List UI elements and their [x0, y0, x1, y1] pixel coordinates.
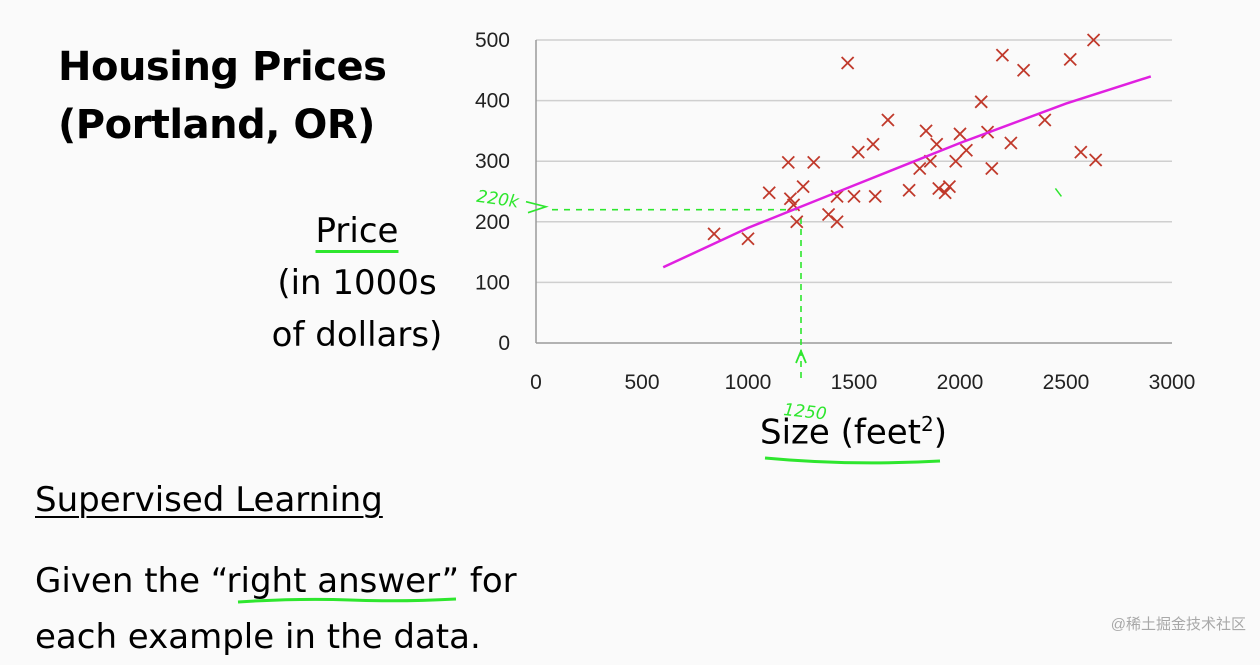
- x-tick-label: 3000: [1149, 371, 1196, 394]
- title-line-1: Housing Prices: [58, 44, 387, 90]
- data-point: [1004, 136, 1018, 150]
- data-point: [938, 186, 952, 200]
- annotation-guides: [525, 188, 1062, 378]
- data-point: [851, 145, 865, 159]
- x-label-underline: [764, 456, 941, 465]
- data-point: [930, 137, 944, 151]
- data-point: [790, 215, 804, 229]
- x-tick-label: 1000: [725, 371, 772, 394]
- data-point: [762, 186, 776, 200]
- right-answer-underline: [237, 597, 457, 604]
- data-point: [953, 127, 967, 141]
- x-tick-labels: 0 500 1000 1500 2000 2500 3000: [530, 371, 1195, 394]
- grid-lines: [535, 39, 1172, 344]
- data-point: [995, 48, 1010, 62]
- data-point: [1016, 63, 1031, 77]
- description-line-1: Given the “right answer” for: [35, 561, 517, 601]
- data-point: [866, 137, 880, 151]
- chart-title: Housing Prices (Portland, OR): [58, 38, 387, 154]
- data-point: [741, 232, 755, 246]
- y-axis-label-line-2: (in 1000s: [277, 263, 437, 303]
- data-point: [913, 161, 927, 176]
- data-point: [830, 215, 844, 229]
- fit-line: [662, 75, 1152, 269]
- x-tick-label: 500: [624, 371, 659, 394]
- data-point: [959, 143, 973, 157]
- y-tick-label: 300: [475, 150, 510, 173]
- title-line-2: (Portland, OR): [58, 102, 375, 148]
- stray-mark: [1054, 188, 1062, 197]
- x-tick-label: 2500: [1043, 371, 1090, 394]
- data-point: [902, 183, 916, 197]
- x-axis-label-text: Size (feet: [760, 412, 922, 453]
- x-tick-label: 0: [530, 371, 542, 394]
- left-arrow: [525, 200, 549, 214]
- data-point: [985, 161, 999, 176]
- y-axis-label: Price (in 1000s of dollars): [262, 205, 452, 361]
- data-point: [1038, 113, 1052, 127]
- data-points: [707, 33, 1103, 246]
- data-point: [796, 180, 810, 194]
- y-axis-label-line-1: Price: [315, 211, 399, 251]
- data-point: [1089, 153, 1103, 167]
- x-axis-label-close: ): [933, 412, 948, 453]
- data-point: [847, 189, 861, 203]
- x-tick-label: 2000: [937, 371, 984, 394]
- description-line-2: each example in the data.: [35, 617, 481, 657]
- up-arrow: [795, 348, 807, 364]
- annotation-x-value: 1250: [782, 400, 827, 424]
- data-point: [881, 113, 895, 127]
- x-tick-label: 1500: [831, 371, 878, 394]
- data-point: [830, 189, 844, 203]
- data-point: [974, 95, 988, 109]
- y-tick-label: 0: [498, 332, 510, 355]
- data-point: [807, 155, 821, 170]
- data-point: [942, 180, 957, 194]
- data-point: [949, 154, 963, 168]
- data-point: [932, 181, 946, 196]
- watermark: @稀土掘金技术社区: [1110, 616, 1246, 633]
- data-point: [1074, 145, 1088, 159]
- data-point: [919, 124, 933, 138]
- y-tick-label: 500: [475, 29, 510, 52]
- data-point: [1086, 33, 1101, 47]
- y-tick-label: 400: [475, 90, 510, 113]
- y-axis-label-line-3: of dollars): [271, 315, 443, 355]
- data-point: [1063, 52, 1077, 67]
- x-axis-label-exponent: 2: [921, 412, 934, 436]
- y-tick-labels: 0 100 200 300 400 500: [475, 29, 510, 355]
- section-heading: Supervised Learning: [35, 480, 383, 520]
- section-description: Given the “right answer” for each exampl…: [35, 553, 517, 665]
- data-point: [707, 227, 721, 241]
- y-tick-label: 100: [475, 271, 510, 294]
- data-point: [781, 155, 795, 170]
- x-axis-label: Size (feet2): [760, 412, 947, 452]
- data-point: [841, 56, 855, 70]
- y-tick-label: 200: [475, 211, 510, 234]
- data-point: [868, 189, 882, 203]
